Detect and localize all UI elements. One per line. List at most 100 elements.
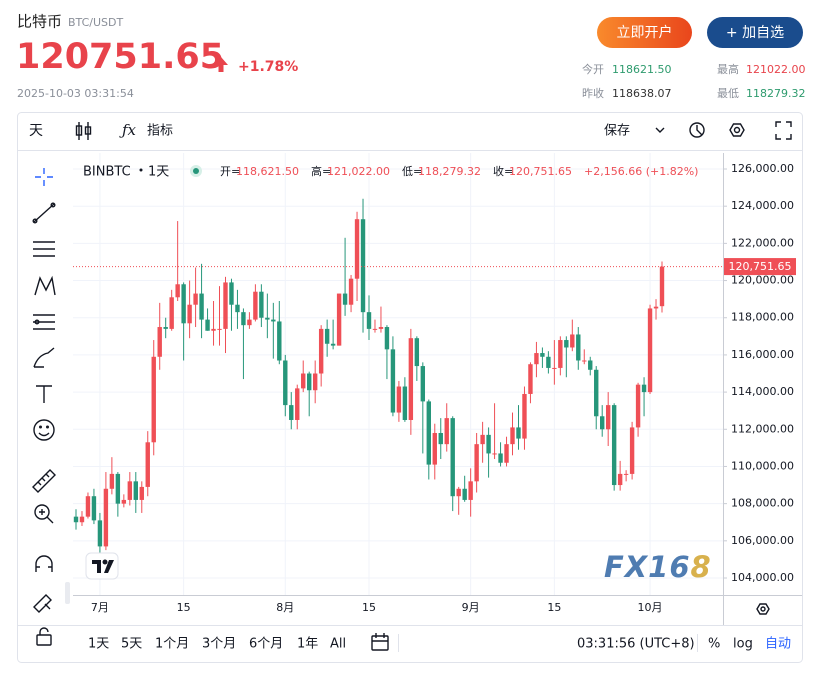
settings-button[interactable] xyxy=(729,123,745,137)
y-tick-label: 120,000.00 xyxy=(731,274,794,287)
timestamp: 2025-10-03 03:31:54 xyxy=(17,87,134,100)
candle-body xyxy=(85,496,91,517)
fullscreen-button[interactable] xyxy=(775,121,792,140)
fx-icon[interactable]: ƒx xyxy=(119,121,137,139)
range-button[interactable]: 1个月 xyxy=(155,637,189,652)
legend-value: 118,279.32 xyxy=(418,165,481,178)
range-button[interactable]: 1年 xyxy=(297,637,318,652)
stat-value: 118279.32 xyxy=(746,87,806,100)
watermark: FX168 xyxy=(604,550,712,584)
legend-label: 低= xyxy=(402,165,422,178)
projection-tool[interactable] xyxy=(33,314,55,330)
lock-draw-tool[interactable] xyxy=(33,594,52,613)
plot: 104,000.00 106,000.00 108,000.00 110,000.00… xyxy=(73,153,796,614)
candle-body xyxy=(283,360,288,406)
range-button[interactable]: All xyxy=(330,637,346,652)
candle-body xyxy=(73,516,79,523)
candle-body xyxy=(450,418,455,497)
stat-value: 121022.00 xyxy=(746,63,806,76)
auto-toggle[interactable]: 自动 xyxy=(765,637,791,652)
button-label[interactable]: 立即开户 xyxy=(617,24,673,41)
date-range-button[interactable] xyxy=(371,633,389,651)
brush-tool[interactable] xyxy=(33,347,55,368)
candle-body xyxy=(564,340,569,348)
x-tick-label: 8月 xyxy=(276,601,294,614)
candle-body xyxy=(247,319,252,326)
toolbar-collapse[interactable] xyxy=(65,582,70,604)
range-button[interactable]: 3个月 xyxy=(202,637,236,652)
log-toggle[interactable]: log xyxy=(733,637,753,652)
candle-body xyxy=(594,369,599,417)
candle-body xyxy=(79,516,85,523)
y-tick-label: 104,000.00 xyxy=(731,571,794,584)
candle-body xyxy=(366,312,372,329)
candle-body xyxy=(480,434,485,445)
magnet-tool[interactable] xyxy=(35,555,53,572)
candle-body xyxy=(611,405,617,486)
candle-body xyxy=(241,312,246,326)
range-button[interactable]: 1天 xyxy=(88,637,109,652)
replay-button[interactable] xyxy=(689,122,705,138)
save-menu-chevron[interactable] xyxy=(655,127,665,133)
candle-body xyxy=(354,219,360,279)
candle-body xyxy=(145,442,150,487)
candle-body xyxy=(653,306,659,309)
axis-settings[interactable] xyxy=(756,603,770,615)
indicators-button[interactable]: 指标 xyxy=(147,124,173,139)
chart-type-button[interactable] xyxy=(75,122,92,140)
candle-body xyxy=(641,384,647,393)
last-price-box xyxy=(724,258,796,276)
icon-tool[interactable] xyxy=(33,419,55,441)
crosshair-tool[interactable] xyxy=(35,168,53,186)
pattern-tool[interactable] xyxy=(34,275,56,296)
candle-body xyxy=(307,373,312,391)
up-arrow xyxy=(214,57,228,72)
candle-body xyxy=(582,360,587,362)
fib-tool[interactable] xyxy=(33,241,55,257)
candle-body xyxy=(528,364,533,394)
open-account-button[interactable]: 立即开户 xyxy=(597,17,692,48)
candle-body xyxy=(205,319,210,331)
candle-body xyxy=(253,291,258,320)
add-watch-button[interactable]: + 加自选 xyxy=(707,17,803,48)
candle-body xyxy=(540,353,545,357)
save-button[interactable]: 保存 xyxy=(604,124,630,139)
pair: BTC/USDT xyxy=(68,16,124,29)
button-bg[interactable] xyxy=(707,17,803,48)
legend-label: 高= xyxy=(311,164,331,178)
candle-body xyxy=(588,360,593,370)
candle-body xyxy=(217,328,222,330)
candle-body xyxy=(193,293,198,305)
range-bar: 1天 5天 1个月 3个月 6个月 1年 All xyxy=(88,637,346,652)
button-bg[interactable] xyxy=(597,17,692,48)
candle-body xyxy=(301,373,306,389)
legend-change: +2,156.66 (+1.82%) xyxy=(584,165,698,178)
text-tool[interactable] xyxy=(36,385,52,403)
candle-body xyxy=(552,367,557,369)
candle-body xyxy=(468,481,473,500)
lock-tool[interactable] xyxy=(36,627,52,646)
stat-label: 今开 xyxy=(582,62,604,76)
asset-name: 比特币 xyxy=(17,13,62,31)
legend-value: 120,751.65 xyxy=(509,165,572,178)
candle-body xyxy=(312,373,318,391)
candle-body xyxy=(384,327,390,350)
range-button[interactable]: 6个月 xyxy=(249,637,283,652)
candle-body xyxy=(534,353,539,365)
zoom-tool[interactable] xyxy=(34,504,54,524)
candle-body xyxy=(277,321,282,361)
trendline-tool[interactable] xyxy=(32,202,56,224)
stat-label: 昨收 xyxy=(582,86,604,100)
button-label[interactable]: + 加自选 xyxy=(726,25,784,41)
percent-toggle[interactable]: % xyxy=(708,637,720,652)
candle-body xyxy=(223,282,228,329)
legend-label: 收= xyxy=(493,164,513,178)
interval-button[interactable]: 天 xyxy=(29,123,43,139)
change-pct: +1.78% xyxy=(238,59,298,75)
candle-body xyxy=(492,453,497,455)
measure-tool[interactable] xyxy=(32,469,56,493)
x-tick-label: 10月 xyxy=(638,601,663,614)
candle-body xyxy=(462,488,467,500)
range-button[interactable]: 5天 xyxy=(121,637,142,652)
